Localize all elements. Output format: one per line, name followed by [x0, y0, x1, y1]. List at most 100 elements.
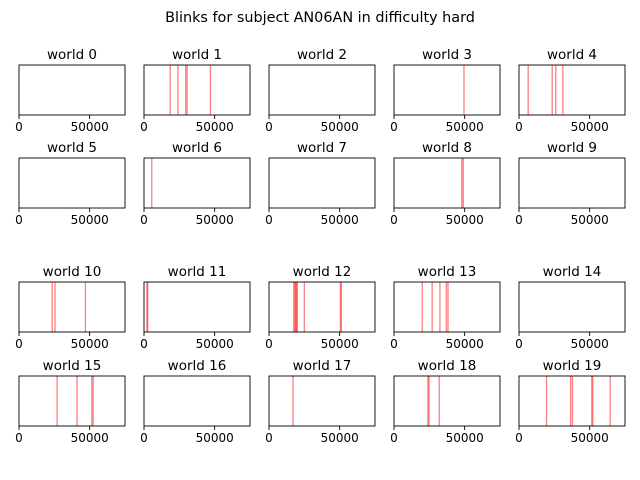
axes-frame [393, 281, 501, 333]
x-tick-label: 50000 [446, 120, 484, 134]
x-tick-label: 0 [140, 431, 148, 445]
x-tick-label: 0 [140, 337, 148, 351]
axes-frame [143, 157, 251, 209]
x-tick-label: 50000 [321, 337, 359, 351]
subplot-world-11: world 11 0 50000 [140, 264, 251, 351]
subplot-title: world 5 [47, 140, 97, 156]
x-tick-label: 0 [515, 120, 523, 134]
subplot-world-10: world 10 0 50000 [15, 264, 126, 351]
subplot-world-16: world 16 0 50000 [140, 358, 251, 445]
subplot-world-18: world 18 0 50000 [390, 358, 501, 445]
x-tick-label: 0 [265, 337, 273, 351]
axes-frame [268, 157, 376, 209]
axes-frame [393, 375, 501, 427]
axes-frame [518, 157, 626, 209]
x-tick-label: 50000 [71, 337, 109, 351]
subplot-title: world 15 [43, 358, 102, 374]
subplot-title: world 6 [172, 140, 222, 156]
subplot-world-7: world 7 0 50000 [265, 140, 376, 227]
axes-frame [268, 64, 376, 116]
subplot-title: world 10 [43, 264, 102, 280]
x-tick-label: 0 [140, 213, 148, 227]
x-tick-label: 0 [265, 431, 273, 445]
x-tick-label: 50000 [571, 213, 609, 227]
x-tick-label: 50000 [571, 120, 609, 134]
subplot-world-13: world 13 0 50000 [390, 264, 501, 351]
x-tick-label: 50000 [196, 120, 234, 134]
subplot-world-9: world 9 0 50000 [515, 140, 626, 227]
subplot-title: world 0 [47, 47, 97, 63]
axes-frame [518, 375, 626, 427]
x-tick-label: 0 [515, 213, 523, 227]
subplot-title: world 3 [422, 47, 472, 63]
axes-frame [143, 281, 251, 333]
subplot-title: world 8 [422, 140, 472, 156]
subplot-world-15: world 15 0 50000 [15, 358, 126, 445]
x-tick-label: 0 [15, 431, 23, 445]
subplot-title: world 12 [293, 264, 352, 280]
x-tick-label: 50000 [571, 337, 609, 351]
x-tick-label: 50000 [571, 431, 609, 445]
x-tick-label: 0 [390, 213, 398, 227]
axes-frame [393, 157, 501, 209]
axes-frame [143, 375, 251, 427]
subplot-title: world 2 [297, 47, 347, 63]
subplot-title: world 17 [293, 358, 352, 374]
x-tick-label: 50000 [196, 213, 234, 227]
axes-frame [143, 64, 251, 116]
subplot-title: world 1 [172, 47, 222, 63]
subplot-title: world 4 [547, 47, 597, 63]
subplot-world-2: world 2 0 50000 [265, 47, 376, 134]
axes-frame [18, 157, 126, 209]
x-tick-label: 50000 [71, 213, 109, 227]
x-tick-label: 0 [140, 120, 148, 134]
x-tick-label: 50000 [446, 213, 484, 227]
subplot-title: world 9 [547, 140, 597, 156]
x-tick-label: 50000 [196, 431, 234, 445]
figure-title: Blinks for subject AN06AN in difficulty … [165, 10, 475, 26]
axes-frame [518, 281, 626, 333]
x-tick-label: 50000 [446, 431, 484, 445]
subplot-world-12: world 12 0 50000 [265, 264, 376, 351]
subplot-title: world 18 [418, 358, 477, 374]
x-tick-label: 0 [265, 120, 273, 134]
x-tick-label: 50000 [321, 120, 359, 134]
subplot-world-1: world 1 0 50000 [140, 47, 251, 134]
axes-frame [18, 64, 126, 116]
subplot-title: world 7 [297, 140, 347, 156]
x-tick-label: 0 [390, 120, 398, 134]
x-tick-label: 0 [15, 337, 23, 351]
axes-frame [18, 281, 126, 333]
subplot-world-3: world 3 0 50000 [390, 47, 501, 134]
subplot-world-4: world 4 0 50000 [515, 47, 626, 134]
x-tick-label: 0 [515, 431, 523, 445]
subplot-world-5: world 5 0 50000 [15, 140, 126, 227]
x-tick-label: 50000 [321, 431, 359, 445]
subplot-world-14: world 14 0 50000 [515, 264, 626, 351]
subplot-world-19: world 19 0 50000 [515, 358, 626, 445]
subplot-title: world 14 [543, 264, 602, 280]
x-tick-label: 0 [390, 431, 398, 445]
x-tick-label: 50000 [196, 337, 234, 351]
subplot-world-17: world 17 0 50000 [265, 358, 376, 445]
x-tick-label: 0 [15, 120, 23, 134]
subplot-world-8: world 8 0 50000 [390, 140, 501, 227]
x-tick-label: 50000 [446, 337, 484, 351]
x-tick-label: 0 [265, 213, 273, 227]
subplot-title: world 13 [418, 264, 477, 280]
x-tick-label: 0 [390, 337, 398, 351]
subplot-world-6: world 6 0 50000 [140, 140, 251, 227]
subplot-title: world 19 [543, 358, 602, 374]
x-tick-label: 50000 [71, 431, 109, 445]
subplot-world-0: world 0 0 50000 [15, 47, 126, 134]
axes-frame [393, 64, 501, 116]
axes-frame [18, 375, 126, 427]
subplot-title: world 11 [168, 264, 227, 280]
axes-frame [518, 64, 626, 116]
x-tick-label: 0 [15, 213, 23, 227]
x-tick-label: 50000 [71, 120, 109, 134]
axes-frame [268, 281, 376, 333]
subplot-title: world 16 [168, 358, 227, 374]
